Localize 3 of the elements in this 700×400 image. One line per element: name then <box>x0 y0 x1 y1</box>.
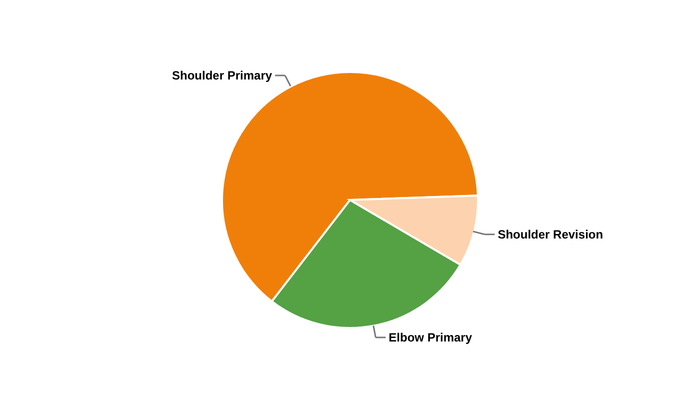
slice-label: Elbow Primary <box>388 330 472 344</box>
slice-label: Shoulder Revision <box>498 227 604 242</box>
slice-label: Shoulder Primary <box>172 68 272 82</box>
